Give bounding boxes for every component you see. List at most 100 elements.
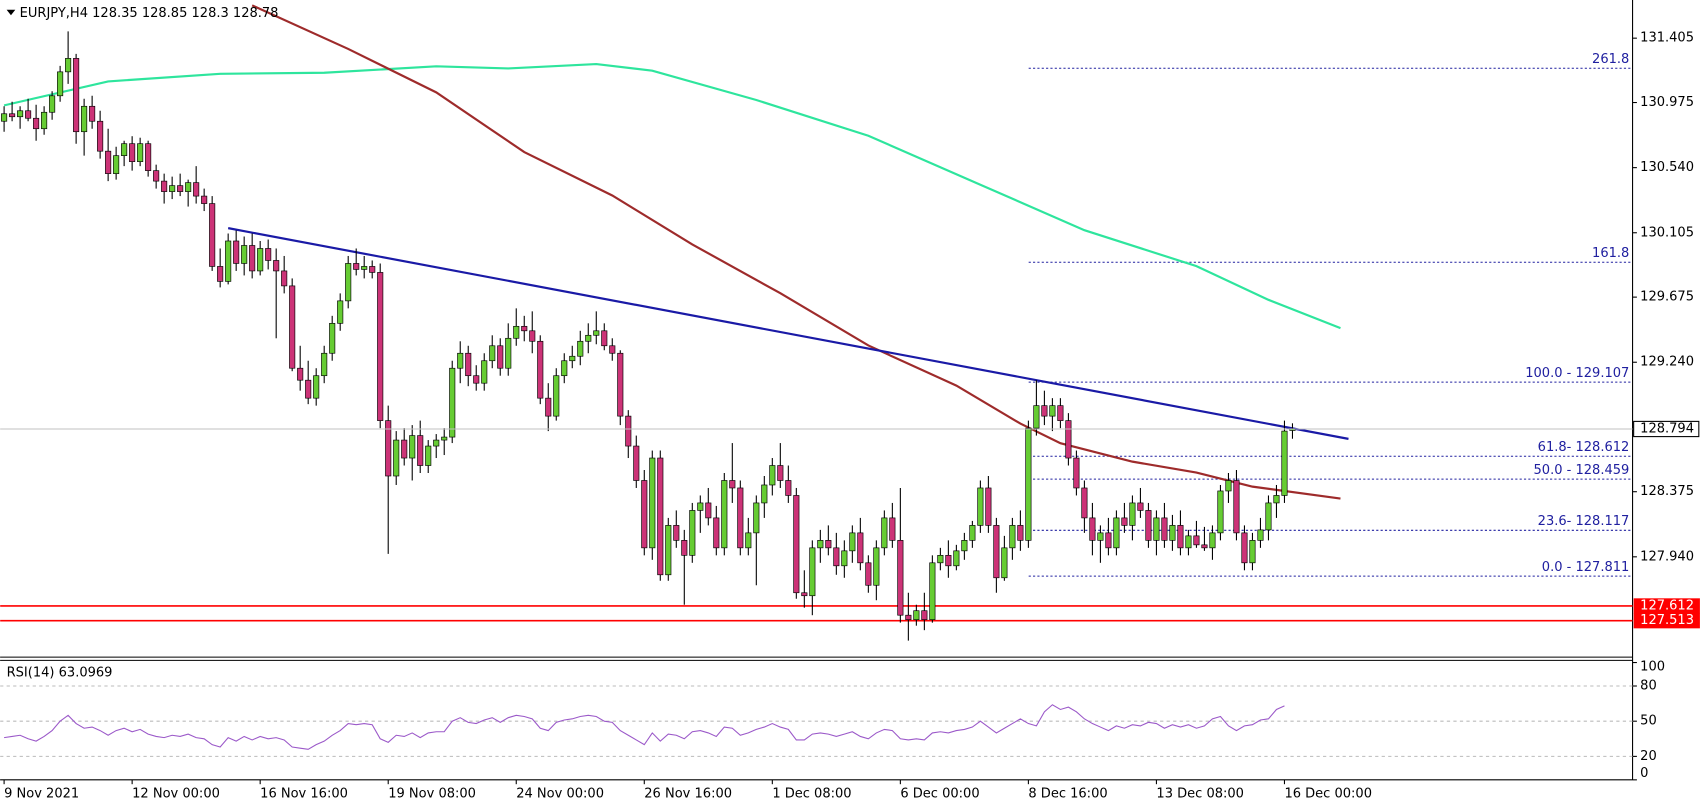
candle-body	[721, 480, 728, 549]
candle-body	[249, 245, 256, 272]
x-tick-label: 26 Nov 16:00	[644, 786, 732, 801]
candle-body	[1257, 529, 1264, 541]
x-tick-label: 13 Dec 08:00	[1156, 786, 1244, 801]
x-tick-label: 19 Nov 08:00	[388, 786, 476, 801]
candle-body	[601, 330, 608, 347]
candle-body	[1185, 535, 1192, 549]
candle-body	[1057, 405, 1064, 421]
candle-body	[689, 510, 696, 556]
candle-body	[1217, 490, 1224, 534]
candle-body	[81, 105, 88, 133]
candle-body	[25, 110, 32, 119]
price-box	[1633, 598, 1700, 614]
candle-body	[849, 532, 856, 552]
x-tick-label: 8 Dec 16:00	[1028, 786, 1107, 801]
candle-body	[481, 360, 488, 384]
candle-body	[1065, 420, 1072, 459]
candle-body	[921, 610, 928, 621]
candle-body	[625, 415, 632, 447]
candle-body	[1073, 457, 1080, 489]
last-price-box	[1633, 420, 1700, 438]
candle-body	[945, 555, 952, 567]
low: 128.3	[192, 6, 229, 21]
candle-body	[785, 480, 792, 496]
candle-body	[681, 540, 688, 556]
rsi-tick-label: 50	[1640, 714, 1657, 729]
candle-body	[1265, 502, 1272, 531]
fib-label: 0.0 - 127.811	[1542, 560, 1629, 575]
rsi-tick-label: 100	[1640, 659, 1665, 674]
candle-body	[873, 547, 880, 586]
candle-body	[257, 248, 264, 272]
trendline	[227, 227, 1349, 440]
y-tick-label: 130.105	[1640, 225, 1694, 240]
candle-body	[833, 547, 840, 567]
rsi-line	[4, 704, 1285, 750]
y-tick-label: 130.975	[1640, 95, 1694, 110]
candle-body	[409, 435, 416, 459]
candle-body	[977, 487, 984, 526]
candle-body	[1001, 547, 1008, 579]
candle-body	[1137, 502, 1144, 511]
candle-body	[465, 352, 472, 377]
fib-label: 23.6- 128.117	[1538, 514, 1630, 529]
rsi-tick-label: 0	[1640, 766, 1648, 781]
candle-body	[1193, 535, 1200, 546]
candle-body	[737, 487, 744, 549]
candle-body	[1089, 517, 1096, 541]
candle-body	[457, 352, 464, 369]
candle-body	[129, 143, 136, 162]
candle-body	[913, 610, 920, 621]
candle-body	[345, 263, 352, 302]
candle-body	[401, 439, 408, 459]
axes: 131.405 130.975 130.540 130.105 129.675 129.2…	[3, 31, 1700, 801]
candle-body	[537, 340, 544, 399]
price-box	[1633, 613, 1700, 629]
candle-body	[841, 550, 848, 567]
candle-body	[817, 540, 824, 549]
x-tick-label: 6 Dec 00:00	[900, 786, 979, 801]
chart-title: EURJPY,H4 128.35 128.85 128.3 128.78	[20, 6, 279, 21]
candle-body	[417, 435, 424, 466]
moving-average	[3, 62, 1341, 330]
candle-body	[97, 120, 104, 152]
candle-body	[369, 266, 376, 273]
price-box-label: 127.612	[1640, 598, 1694, 613]
candle-body	[857, 532, 864, 564]
rsi-tick-label: 80	[1640, 679, 1657, 694]
candle-body	[305, 379, 312, 399]
candle-body	[9, 113, 16, 118]
fib-label: 261.8	[1592, 52, 1629, 67]
high: 128.85	[142, 6, 188, 21]
candle-body	[289, 285, 296, 369]
rsi-name: RSI(14)	[7, 665, 55, 680]
candle-body	[617, 352, 624, 417]
candle-body	[497, 345, 504, 369]
rsi-tick-label: 20	[1640, 749, 1657, 764]
candle-body	[1121, 517, 1128, 526]
candle-body	[705, 502, 712, 519]
candle-body	[153, 170, 160, 182]
candle-body	[1033, 405, 1040, 429]
candle-body	[889, 517, 896, 541]
candle-body	[593, 330, 600, 336]
candle-body	[1017, 525, 1024, 541]
candle-body	[89, 105, 96, 122]
last-price-label: 128.794	[1640, 421, 1694, 436]
candle-body	[329, 322, 336, 354]
candle-body	[1153, 517, 1160, 541]
candle-body	[121, 143, 128, 156]
candle-body	[1249, 540, 1256, 564]
candle-body	[577, 340, 584, 357]
candle-body	[881, 517, 888, 549]
candle-body	[1161, 517, 1168, 541]
candle-body	[729, 480, 736, 489]
candle-body	[953, 550, 960, 567]
candle-body	[697, 502, 704, 511]
candle-body	[553, 375, 560, 417]
menu-arrow	[6, 9, 16, 16]
candle-body	[201, 195, 208, 204]
candle-body	[1105, 532, 1112, 549]
